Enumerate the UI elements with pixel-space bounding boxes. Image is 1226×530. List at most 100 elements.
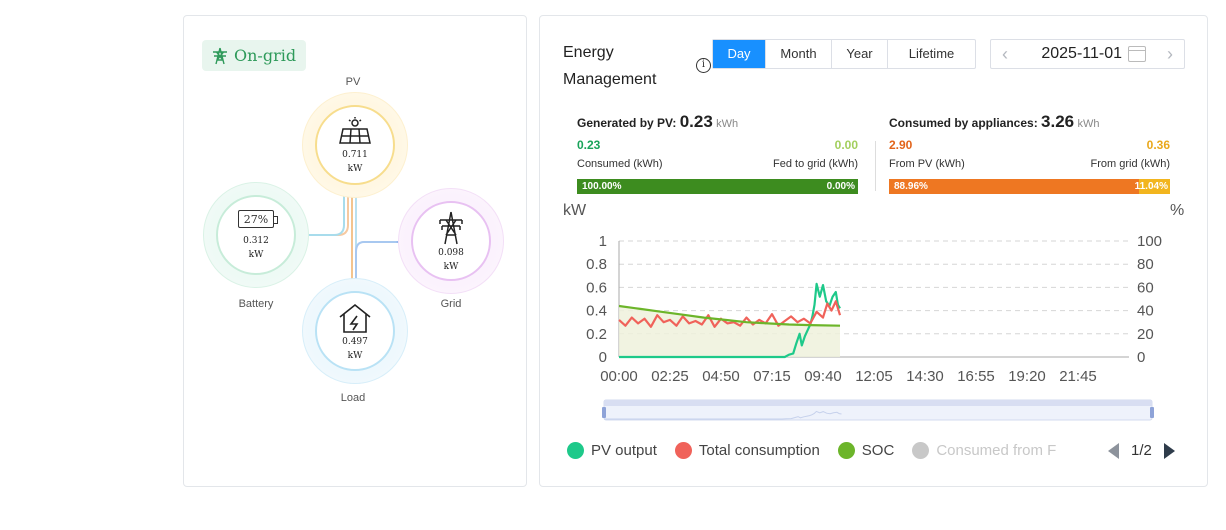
consumed-unit: kWh	[1077, 118, 1100, 130]
y-tick-label: 0.6	[586, 279, 607, 296]
legend-page-number: 1/2	[1131, 442, 1152, 459]
info-icon[interactable]: i	[696, 58, 711, 73]
y-axis-left-unit: kW	[563, 202, 587, 219]
generated-consumed-pct: 100.00%	[582, 181, 622, 192]
legend-dot-icon	[567, 442, 584, 459]
transmission-tower-icon	[439, 211, 463, 244]
on-grid-label: On-grid	[234, 46, 297, 65]
y-tick-label-right: 40	[1137, 303, 1154, 320]
x-tick-label: 21:45	[1059, 368, 1097, 385]
legend-item-label: Total consumption	[698, 442, 820, 459]
x-tick-label: 14:30	[906, 368, 944, 385]
y-tick-label-right: 0	[1137, 349, 1145, 366]
tab-year[interactable]: Year	[831, 40, 887, 68]
from-grid-value: 0.36	[1146, 138, 1170, 152]
y-tick-label-right: 100	[1137, 233, 1162, 250]
y-tick-label: 1	[599, 233, 607, 250]
grid-node[interactable]: 0.098 kW	[398, 188, 504, 294]
x-tick-label: 19:20	[1008, 368, 1046, 385]
legend-item-label: SOC	[861, 442, 895, 459]
energy-management-title: Energy Management	[563, 44, 657, 88]
load-label: Load	[340, 392, 366, 404]
consumed-bar-from-grid: 11.04%	[1135, 179, 1170, 194]
calendar-icon[interactable]	[1128, 46, 1146, 62]
y-tick-label-right: 60	[1137, 279, 1154, 296]
load-power-unit: kW	[347, 350, 363, 361]
date-picker[interactable]: ‹ 2025-11-01 ›	[990, 39, 1185, 69]
generated-unit: kWh	[716, 118, 739, 130]
legend-next-icon[interactable]	[1163, 442, 1175, 459]
battery-icon: 27%	[238, 210, 278, 228]
date-value[interactable]: 2025-11-01	[1041, 45, 1122, 62]
generated-ratio-bar: 100.00% 0.00%	[577, 179, 858, 194]
pv-consumed-label: Consumed (kWh)	[577, 158, 663, 170]
legend-dot-icon	[674, 442, 692, 459]
generated-value: 0.23	[679, 112, 713, 131]
zoom-slider-preview	[604, 410, 842, 420]
pv-fed-to-grid-label: Fed to grid (kWh)	[773, 158, 858, 170]
legend-item[interactable]: SOC	[837, 442, 895, 459]
pv-label: PV	[345, 76, 361, 88]
consumed-bar-from-pv: 88.96%	[889, 179, 1139, 194]
from-pv-value: 2.90	[889, 138, 913, 152]
legend-item-label: Consumed from F	[936, 442, 1057, 459]
zoom-slider-handle-bar	[604, 400, 1152, 406]
y-tick-label: 0	[599, 349, 607, 366]
battery-node[interactable]: 27% 0.312 kW	[203, 182, 309, 288]
legend-item[interactable]: PV output	[567, 442, 657, 459]
load-node[interactable]: 0.497 kW	[302, 278, 408, 384]
legend-prev-icon[interactable]	[1108, 442, 1119, 459]
grid-label: Grid	[440, 298, 462, 310]
series-line	[618, 304, 841, 327]
pv-power-unit: kW	[347, 163, 363, 174]
zoom-slider-left-handle	[602, 407, 606, 418]
energy-management-card: Energy Management i Day Month Year Lifet…	[539, 15, 1208, 487]
y-axis-right-unit: %	[1170, 202, 1185, 219]
consumed-stats: Consumed by appliances: 3.26 kWh 2.90 0.…	[889, 112, 1170, 194]
y-tick-label-right: 80	[1137, 256, 1154, 273]
x-tick-label: 07:15	[753, 368, 791, 385]
from-grid-pct: 11.04%	[1134, 181, 1168, 192]
x-tick-label: 04:50	[702, 368, 740, 385]
generated-fed-pct: 0.00%	[826, 181, 855, 192]
y-tick-label: 0.4	[586, 303, 607, 320]
tab-lifetime[interactable]: Lifetime	[887, 40, 975, 68]
x-tick-label: 16:55	[957, 368, 995, 385]
load-power-value: 0.497	[342, 336, 368, 347]
legend-item[interactable]: Consumed from F	[912, 442, 1064, 459]
generated-label: Generated by PV:	[577, 116, 677, 130]
pv-consumed-value: 0.23	[577, 138, 601, 152]
next-date-button[interactable]: ›	[1167, 43, 1173, 64]
solar-panel-icon	[339, 116, 371, 144]
legend-dot-icon	[837, 442, 855, 459]
grid-power-value: 0.098	[438, 247, 464, 258]
generated-stats: Generated by PV: 0.23 kWh 0.23 0.00 Cons…	[577, 112, 858, 194]
y-tick-label-right: 20	[1137, 326, 1154, 343]
consumed-label: Consumed by appliances:	[889, 116, 1038, 130]
series-line	[618, 300, 842, 328]
legend-item-label: PV output	[591, 442, 657, 459]
tab-day[interactable]: Day	[713, 40, 765, 68]
y-tick-label: 0.8	[586, 256, 607, 273]
grid-tower-icon	[213, 47, 227, 64]
period-tabs: Day Month Year Lifetime	[712, 39, 976, 69]
x-tick-label: 00:00	[600, 368, 638, 385]
legend-item[interactable]: Total consumption	[674, 442, 820, 459]
pv-fed-to-grid-value: 0.00	[834, 138, 858, 152]
battery-label: Battery	[238, 298, 274, 310]
tab-month[interactable]: Month	[765, 40, 831, 68]
battery-power-unit: kW	[248, 250, 264, 260]
consumed-value: 3.26	[1041, 112, 1075, 131]
pv-power-value: 0.711	[342, 149, 368, 160]
soc-area	[619, 306, 840, 357]
series-line	[619, 282, 841, 359]
zoom-slider-right-handle	[1150, 407, 1154, 418]
prev-date-button[interactable]: ‹	[1002, 43, 1008, 64]
from-pv-label: From PV (kWh)	[889, 158, 965, 170]
x-tick-label: 12:05	[855, 368, 893, 385]
legend-pager: 1/2	[1108, 442, 1175, 459]
from-pv-pct: 88.96%	[894, 181, 928, 192]
energy-chart[interactable]: 0 0 0.2 20 0.4 40 0.6 60 0.8 80 1 100 00:00 02:25 04:5…	[540, 16, 1209, 436]
generated-bar-consumed: 100.00%	[577, 179, 855, 194]
pv-node[interactable]: 0.711 kW	[302, 92, 408, 198]
